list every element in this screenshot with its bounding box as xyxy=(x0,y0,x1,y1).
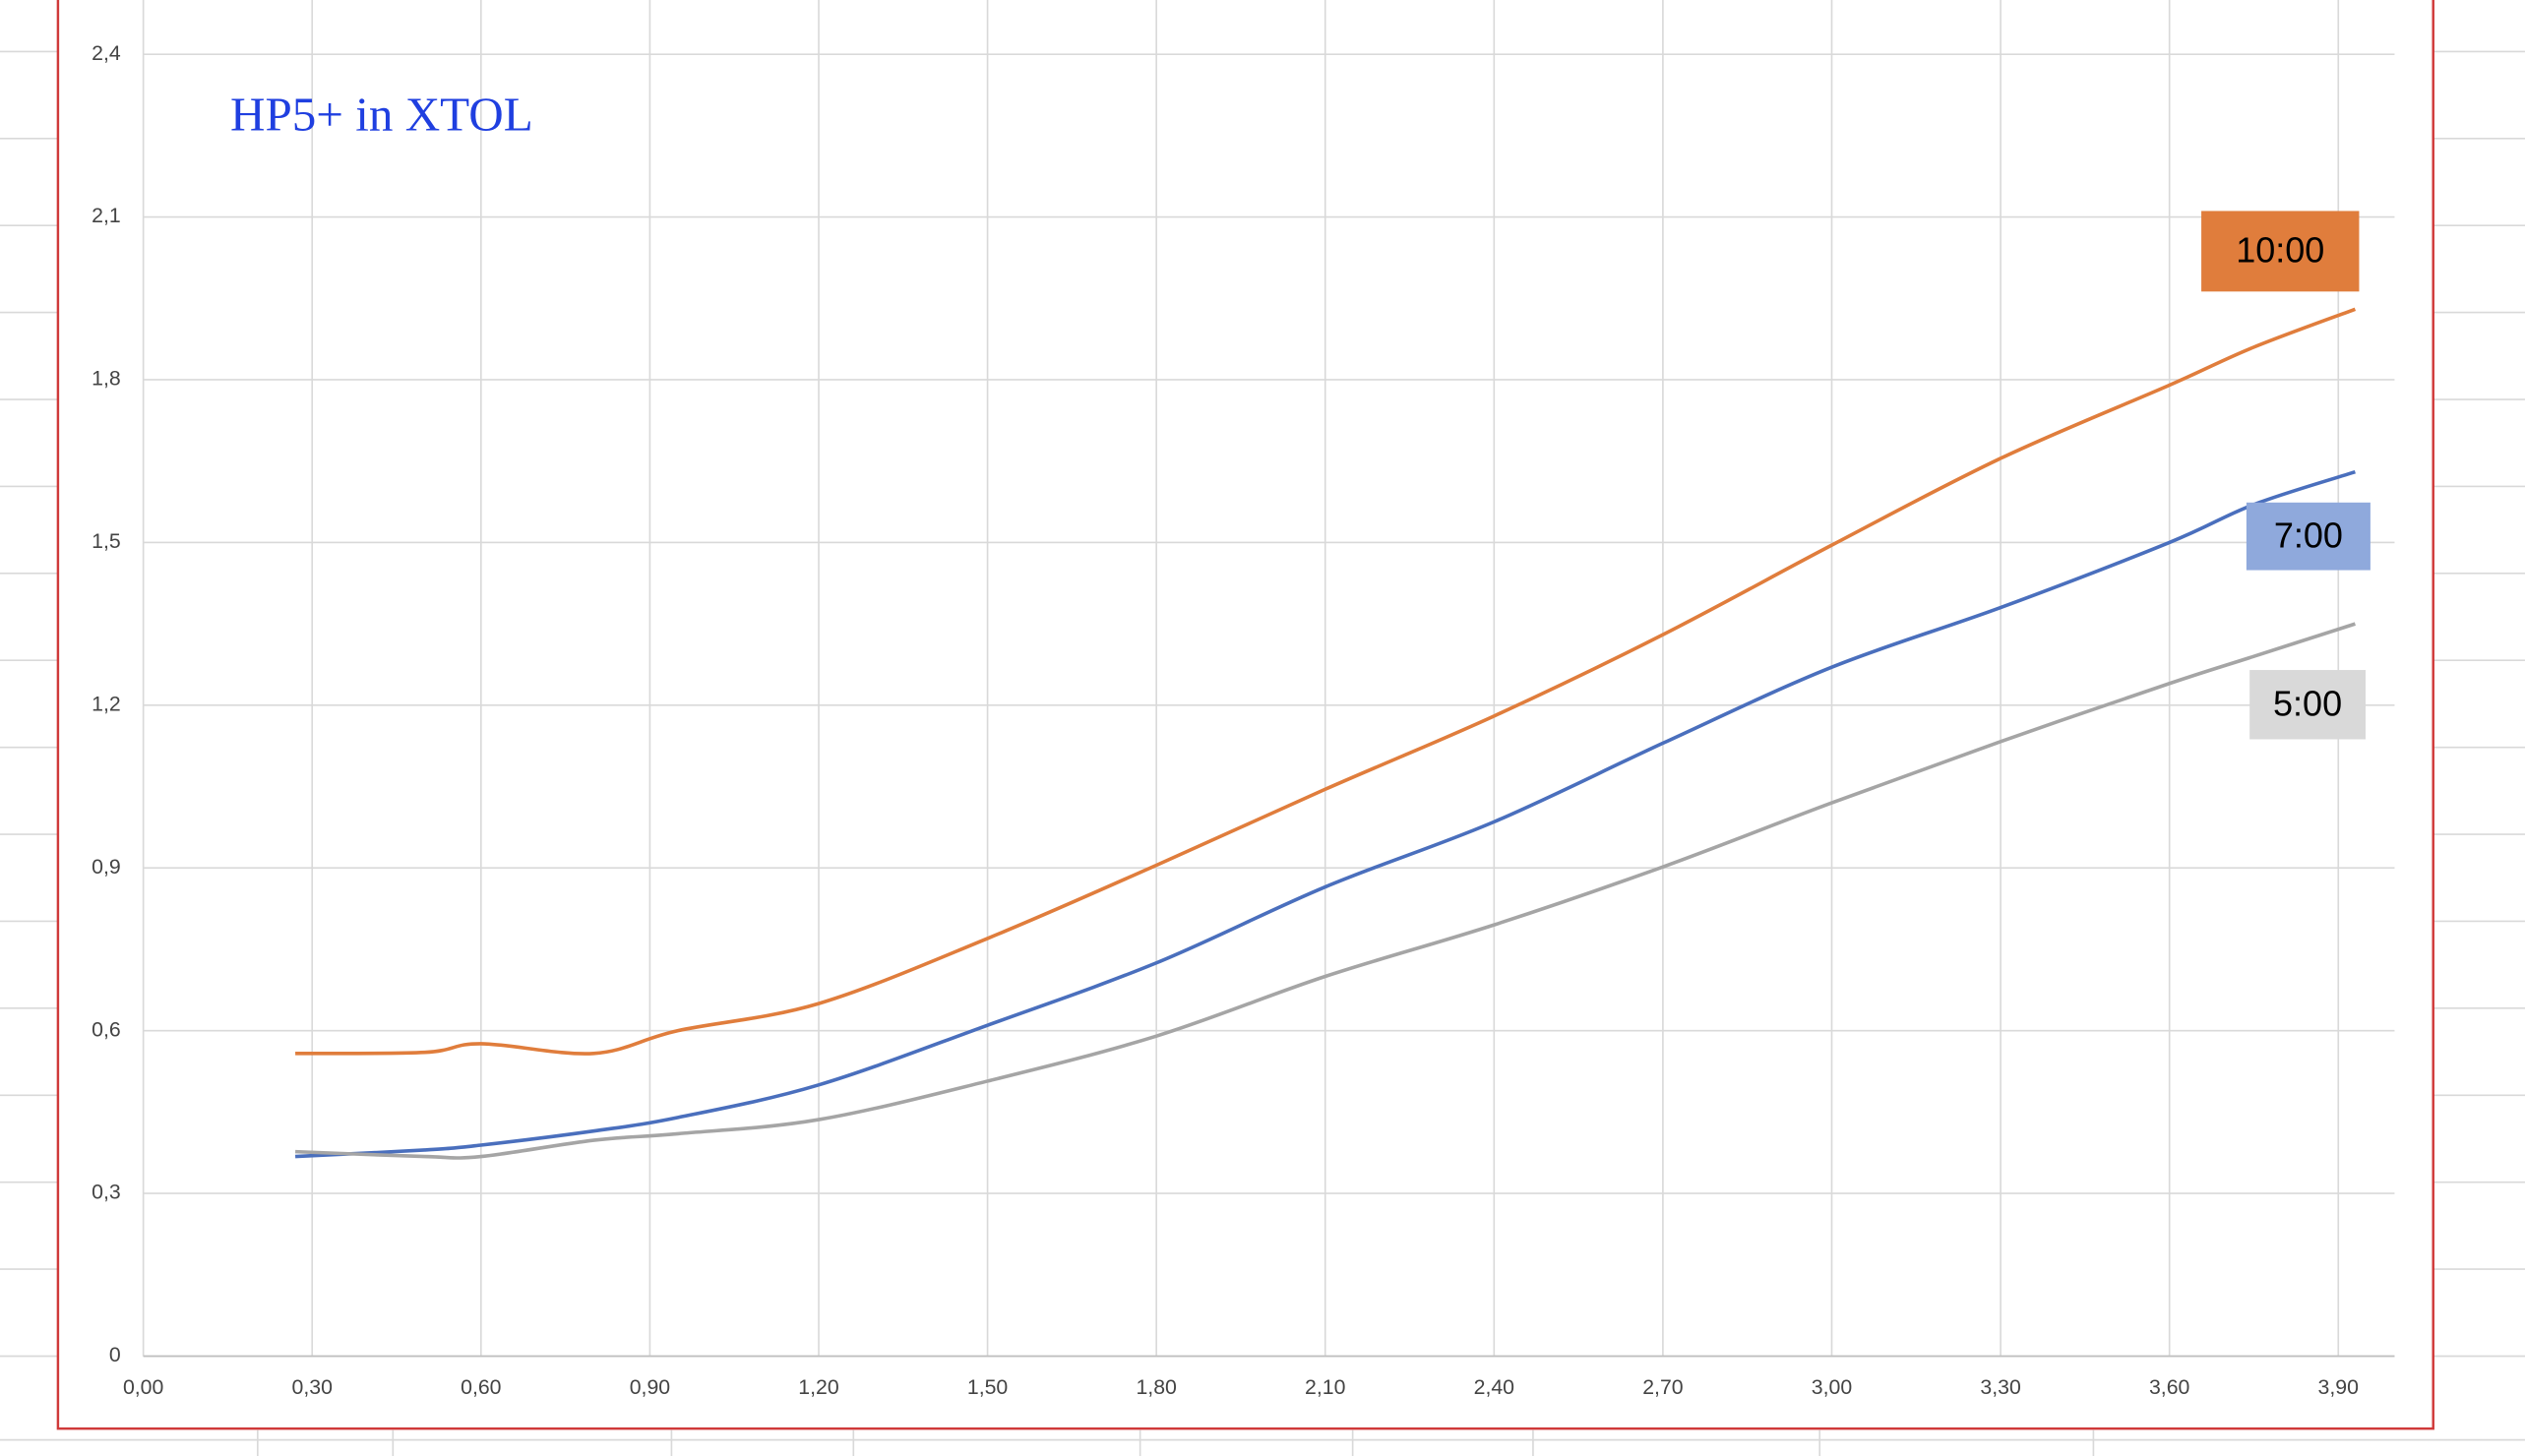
x-tick-label: 2,40 xyxy=(1474,1375,1514,1399)
x-tick-label: 3,90 xyxy=(2318,1375,2359,1399)
x-tick-label: 0,30 xyxy=(292,1375,333,1399)
x-tick-label: 2,10 xyxy=(1305,1375,1345,1399)
x-tick-label: 1,50 xyxy=(967,1375,1008,1399)
x-tick-label: 0,60 xyxy=(461,1375,501,1399)
y-tick-label: 1,8 xyxy=(92,367,121,391)
legend-label: 10:00 xyxy=(2236,230,2324,271)
x-tick-label: 3,60 xyxy=(2149,1375,2189,1399)
y-tick-label: 2,4 xyxy=(92,41,121,65)
series-line xyxy=(295,307,2357,1056)
x-tick-label: 1,20 xyxy=(798,1375,838,1399)
y-tick-label: 1,5 xyxy=(92,529,121,553)
legend-box xyxy=(2201,211,2360,292)
series-line xyxy=(295,622,2356,1160)
x-tick-label: 1,80 xyxy=(1136,1375,1176,1399)
x-tick-label: 0,00 xyxy=(123,1375,163,1399)
grid: 0 0,3 0,6 0,9 1,2 1,5 1,8 2,1 2,4 0,00 0,30 0,60 0,9… xyxy=(92,0,2395,1399)
y-tick-label: 2,1 xyxy=(92,204,121,227)
x-tick-label: 0,90 xyxy=(630,1375,670,1399)
legend-box xyxy=(2246,502,2371,571)
y-tick-label: 0,9 xyxy=(92,855,121,879)
chart-frame xyxy=(56,0,2434,1430)
legend-label: 5:00 xyxy=(2273,683,2342,723)
x-tick-label: 2,70 xyxy=(1642,1375,1683,1399)
x-tick-label: 3,30 xyxy=(1980,1375,2020,1399)
legend-label: 7:00 xyxy=(2274,515,2343,555)
y-tick-label: 1,2 xyxy=(92,692,121,715)
x-tick-label: 3,00 xyxy=(1812,1375,1852,1399)
y-tick-label: 0,3 xyxy=(92,1181,121,1204)
chart-title: HP5+ in XTOL xyxy=(230,87,533,141)
y-tick-label: 0,6 xyxy=(92,1017,121,1041)
y-tick-label: 0 xyxy=(109,1343,121,1366)
series-line xyxy=(294,470,2356,1159)
plot: 10:00 7:00 5:00 xyxy=(294,211,2371,1160)
legend-box xyxy=(2249,670,2366,740)
